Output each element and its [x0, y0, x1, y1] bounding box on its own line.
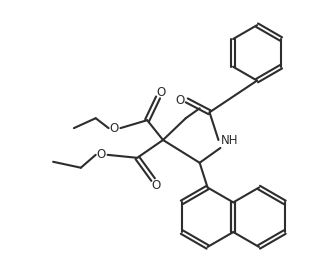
Text: O: O: [175, 94, 184, 107]
Text: O: O: [156, 86, 166, 99]
Text: O: O: [152, 179, 161, 192]
Text: O: O: [96, 148, 105, 161]
Text: NH: NH: [221, 134, 238, 148]
Text: O: O: [109, 122, 118, 134]
